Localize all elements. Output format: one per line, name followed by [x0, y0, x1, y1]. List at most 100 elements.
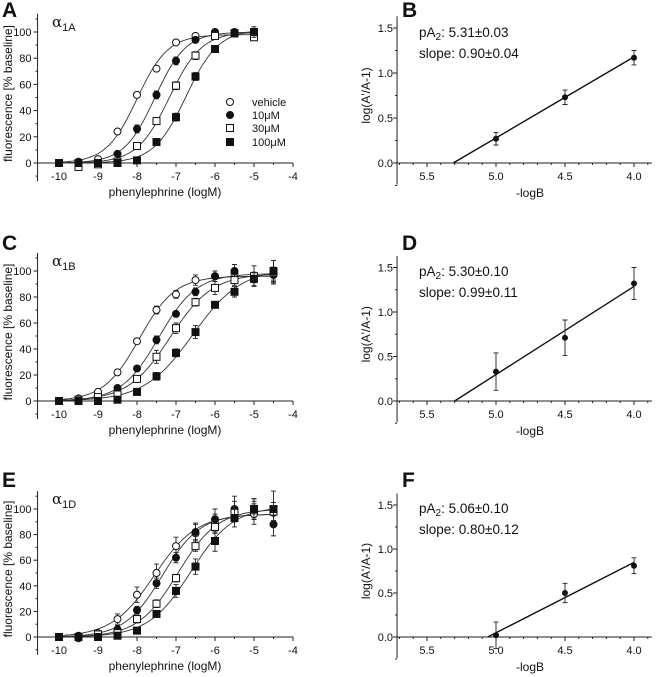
y-tick-label: 0.5	[378, 113, 393, 125]
data-point	[172, 553, 180, 562]
schild-fit-line	[487, 561, 635, 638]
data-point	[152, 306, 161, 314]
data-point	[493, 632, 499, 639]
x-tick-label: 4.5	[557, 409, 572, 421]
data-point	[152, 90, 161, 99]
data-point	[74, 159, 83, 167]
receptor-symbol: α	[52, 252, 62, 270]
data-point	[74, 397, 83, 405]
y-tick-label: 0	[25, 632, 31, 644]
x-tick-label: 5.0	[488, 171, 503, 183]
panel-letter: E	[2, 469, 16, 492]
fit-curve-3	[59, 508, 274, 638]
legend-marker	[226, 98, 234, 106]
receptor-symbol: α	[52, 490, 62, 508]
series-2	[55, 260, 278, 405]
data-point	[113, 384, 122, 392]
y-tick-label: 100	[13, 504, 31, 516]
fit-curve-0	[58, 514, 274, 637]
data-point	[133, 374, 141, 383]
pa2-label: pA	[419, 264, 436, 279]
data-point	[113, 159, 122, 167]
data-point	[269, 267, 278, 275]
x-tick-label: -8	[132, 645, 142, 657]
y-tick-label: 40	[19, 344, 31, 356]
y-tick-label: 20	[19, 606, 31, 618]
series-3	[55, 26, 258, 167]
data-point	[562, 334, 568, 341]
data-point	[172, 586, 180, 595]
data-point	[133, 364, 141, 373]
data-point	[250, 274, 258, 283]
data-point	[152, 579, 161, 588]
pa2-annotation: pA2: 5.30±0.10	[419, 264, 509, 282]
data-point	[152, 352, 161, 361]
x-tick-label: -9	[93, 171, 103, 183]
data-point	[172, 81, 180, 90]
data-point	[94, 397, 102, 405]
data-point	[250, 505, 258, 513]
data-point	[152, 138, 161, 147]
series-3	[55, 490, 278, 641]
data-point	[94, 633, 102, 641]
pa2-subscript: 2	[436, 32, 442, 43]
legend-label: 10μM	[252, 110, 280, 122]
fit-curve-0	[58, 34, 254, 163]
legend-marker	[226, 138, 234, 146]
x-tick-label: 5.5	[419, 409, 434, 421]
y-axis-title: log(A'/A-1)	[359, 67, 373, 123]
y-tick-label: 0	[25, 158, 31, 170]
data-point	[74, 633, 83, 641]
panel-b: B 0.0 0.5 1.0 1.5 5.5 5.0 4.5 4.0 -logB log(A'/A-1…	[359, 0, 652, 200]
x-tick-label: 4.0	[626, 645, 641, 657]
data-point	[562, 94, 568, 101]
panel-f: F 0.0 0.5 1.0 1.5 5.5 5.0 4.5 4.0 -logB log(A'/A-1…	[359, 469, 652, 674]
panel-letter: F	[402, 469, 415, 492]
x-axis-title: phenylephrine (logM)	[109, 423, 222, 437]
x-tick-label: 5.5	[419, 645, 434, 657]
x-tick-label: -8	[132, 171, 142, 183]
pa2-label: pA	[419, 25, 436, 40]
y-tick-label: 60	[19, 318, 31, 330]
x-tick-label: 5.0	[488, 409, 503, 421]
receptor-symbol: α	[52, 13, 62, 31]
x-tick-label: -6	[210, 171, 220, 183]
data-point	[55, 633, 63, 641]
x-tick-label: -9	[93, 645, 103, 657]
data-point	[113, 395, 122, 404]
slope-annotation: slope: 0.90±0.04	[419, 46, 519, 61]
data-point	[152, 64, 161, 73]
x-tick-label: -5	[249, 645, 259, 657]
pa2-subscript: 2	[436, 271, 442, 282]
data-point	[250, 28, 258, 36]
panel-a: A 0 20 40 60 80 100 -10 -9 -8 -7 -6 -5 -4 phenylephrin…	[1, 0, 298, 199]
data-point	[133, 156, 141, 165]
pa2-value: : 5.06±0.10	[441, 501, 508, 516]
data-point	[191, 298, 200, 307]
x-tick-label: 4.5	[557, 645, 572, 657]
data-point	[172, 113, 180, 122]
data-point	[55, 159, 63, 167]
data-point	[113, 368, 122, 377]
x-tick-label: -10	[51, 409, 67, 421]
data-point	[113, 631, 122, 640]
data-point	[211, 272, 219, 281]
x-axis-title: -logB	[516, 186, 544, 200]
data-point	[133, 626, 141, 635]
data-point	[191, 287, 200, 296]
x-tick-label: -10	[51, 171, 67, 183]
fit-curve-2	[59, 274, 274, 401]
data-point	[269, 505, 278, 513]
x-tick-label: 4.0	[626, 171, 641, 183]
x-tick-label: -7	[171, 171, 181, 183]
pa2-annotation: pA2: 5.31±0.03	[419, 25, 509, 43]
y-tick-label: 20	[19, 132, 31, 144]
data-point	[133, 141, 141, 150]
data-point	[172, 38, 180, 47]
data-point	[133, 615, 141, 624]
series-1	[55, 264, 278, 405]
data-point	[631, 280, 637, 287]
y-tick-label: 60	[19, 79, 31, 91]
legend-marker	[226, 124, 234, 132]
x-tick-label: -7	[171, 409, 181, 421]
